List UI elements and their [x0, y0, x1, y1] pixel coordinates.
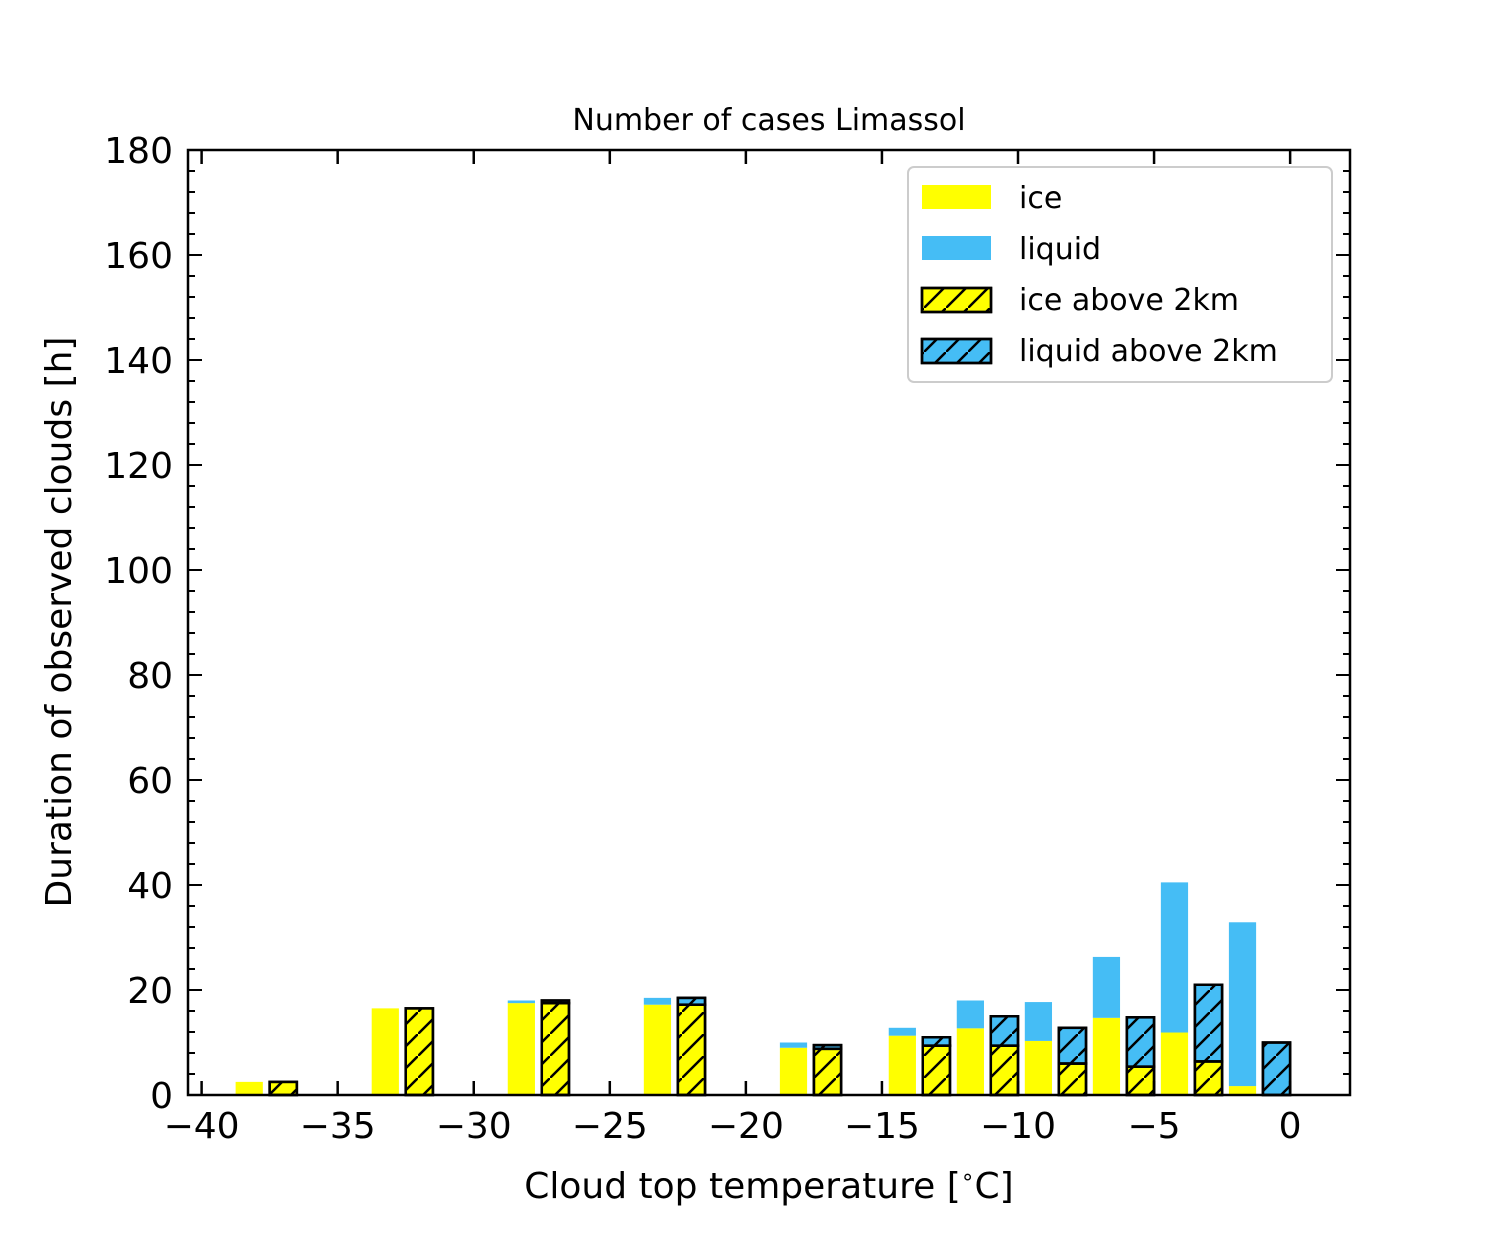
bar-ice: [643, 1004, 672, 1095]
bar-ice-above-2km-hatch: [676, 1003, 707, 1097]
y-tick-label: 180: [104, 131, 173, 172]
bar-liquid-above-2km-hatch: [1193, 983, 1224, 1063]
bar-ice-above-2km-hatch: [989, 1044, 1020, 1097]
bar-liquid-above-2km-hatch: [989, 1015, 1020, 1047]
bar-ice: [1092, 1017, 1121, 1095]
bar-ice-above-2km-hatch: [1193, 1060, 1224, 1097]
bar-ice: [1160, 1032, 1189, 1095]
x-tick-label: −35: [300, 1106, 376, 1147]
bar-ice: [371, 1008, 399, 1095]
degree-symbol: ∘: [961, 1165, 975, 1190]
x-axis-label: Cloud top temperature [∘C]: [524, 1165, 1013, 1207]
bar-liquid: [507, 1000, 535, 1004]
ticks-layer: −40 −35 −30 −25 −20 −15 −10 −5 0 0 20 40 60 80 100 120 1…: [104, 131, 1350, 1147]
bar-ice-above-2km-hatch: [812, 1047, 843, 1097]
bar-liquid: [643, 997, 672, 1005]
bar-ice: [888, 1035, 916, 1095]
legend: ice liquid ice above 2km liquid above 2k…: [907, 166, 1333, 383]
bar-liquid-above-2km-hatch: [921, 1036, 952, 1047]
x-tick-label: −10: [980, 1106, 1056, 1147]
y-tick-label: 20: [127, 971, 173, 1012]
y-tick-label: 100: [104, 551, 173, 592]
legend-swatch-liquid-above-2km-hatch: [920, 337, 993, 365]
bar-ice-above-2km-hatch: [1125, 1065, 1156, 1097]
x-axis-label-prefix: Cloud top temperature [: [524, 1166, 960, 1207]
bar-liquid-above-2km-hatch: [1057, 1026, 1088, 1065]
bar-liquid-above-2km-hatch: [1125, 1016, 1156, 1068]
legend-box: [907, 166, 1333, 383]
legend-swatch-ice: [922, 185, 991, 209]
bar-ice-above-2km-hatch: [1057, 1062, 1088, 1097]
bar-liquid: [956, 1000, 984, 1029]
y-axis-label: Duration of observed clouds [h]: [39, 337, 80, 908]
y-tick-label: 140: [104, 341, 173, 382]
bar-liquid: [1024, 1002, 1053, 1041]
bar-liquid: [1228, 922, 1257, 1087]
x-axis-label-unit: C]: [975, 1166, 1014, 1207]
legend-swatch-liquid: [922, 236, 991, 260]
legend-label-ice: ice: [1019, 181, 1062, 216]
bar-liquid: [1092, 956, 1121, 1018]
y-tick-label: 0: [150, 1076, 173, 1117]
bars-layer: [235, 882, 1292, 1097]
x-tick-label: −25: [572, 1106, 648, 1147]
y-tick-label: 120: [104, 446, 173, 487]
x-tick-label: −30: [436, 1106, 512, 1147]
bar-ice-above-2km-hatch: [921, 1044, 952, 1097]
bar-liquid: [1160, 882, 1189, 1033]
bar-ice-above-2km-hatch: [268, 1080, 299, 1097]
legend-swatch-ice-above-2km-hatch: [920, 286, 993, 314]
y-tick-label: 40: [127, 866, 173, 907]
x-tick-label: −5: [1128, 1106, 1181, 1147]
bar-ice: [1228, 1086, 1257, 1095]
y-tick-label: 80: [127, 656, 173, 697]
bar-liquid: [779, 1042, 808, 1048]
bar-ice: [235, 1081, 263, 1095]
chart-title: Number of cases Limassol: [572, 103, 965, 138]
legend-label-liquid-above-2km: liquid above 2km: [1019, 334, 1278, 369]
y-tick-label: 60: [127, 761, 173, 802]
bar-ice: [1024, 1040, 1053, 1095]
bar-liquid-above-2km-hatch: [812, 1043, 843, 1051]
legend-label-liquid: liquid: [1019, 232, 1101, 267]
x-tick-label: −20: [708, 1106, 784, 1147]
bar-liquid-above-2km-hatch: [1261, 1041, 1292, 1097]
bar-liquid-above-2km-hatch: [540, 999, 571, 1005]
x-tick-label: 0: [1279, 1106, 1302, 1147]
x-tick-label: −15: [844, 1106, 920, 1147]
legend-label-ice-above-2km: ice above 2km: [1019, 283, 1239, 318]
bar-ice-above-2km-hatch: [540, 1001, 571, 1097]
bar-ice: [779, 1047, 808, 1095]
bar-ice-above-2km-hatch: [404, 1007, 435, 1097]
bar-ice: [956, 1028, 984, 1095]
bar-liquid: [888, 1027, 916, 1036]
bar-ice: [507, 1003, 535, 1095]
x-tick-label: −40: [164, 1106, 240, 1147]
plot-frame: [186, 148, 1352, 1097]
y-tick-label: 160: [104, 236, 173, 277]
bar-liquid-above-2km-hatch: [676, 996, 707, 1006]
